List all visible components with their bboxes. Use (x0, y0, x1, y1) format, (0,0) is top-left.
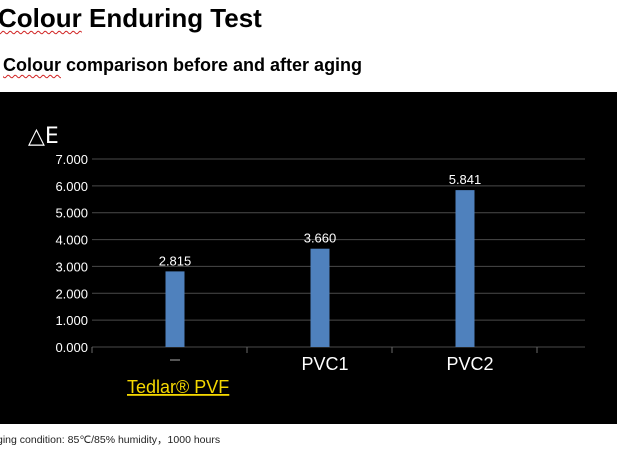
bar (165, 271, 185, 347)
category-label: PVC2 (446, 354, 493, 374)
bar (455, 190, 475, 347)
y-tick-label: 2.000 (55, 286, 88, 301)
chart-panel: 0.000 1.000 2.000 3.000 4.000 5.000 6.000 7.000… (0, 92, 617, 424)
y-tick-label: 6.000 (55, 179, 88, 194)
page-title: Colour Enduring Test (0, 3, 262, 34)
footnote: ging condition: 85℃/85% humidity，1000 ho… (0, 434, 221, 446)
data-label: 5.841 (449, 172, 482, 187)
y-tick-label: 1.000 (55, 313, 88, 328)
data-label: 2.815 (159, 253, 192, 268)
y-tick-label: 7.000 (55, 152, 88, 167)
title-spellcheck-word: Colour (0, 3, 82, 33)
data-label: 3.660 (304, 231, 337, 246)
category-label: PVC1 (301, 354, 348, 374)
category-label-highlight: Tedlar® PVF (127, 377, 229, 397)
y-tick-label: 3.000 (55, 259, 88, 274)
y-axis-label: △E (28, 124, 59, 149)
y-tick-label: 4.000 (55, 233, 88, 248)
title-rest: Enduring Test (81, 3, 262, 33)
page-subtitle: Colour comparison before and after aging (3, 55, 362, 76)
y-tick-label: 0.000 (55, 340, 88, 355)
y-tick-label: 5.000 (55, 206, 88, 221)
bar (310, 248, 330, 347)
subtitle-rest: comparison before and after aging (61, 55, 363, 75)
subtitle-spellcheck-word: Colour (3, 55, 61, 75)
bar-chart: 0.000 1.000 2.000 3.000 4.000 5.000 6.000 7.000… (28, 124, 585, 397)
